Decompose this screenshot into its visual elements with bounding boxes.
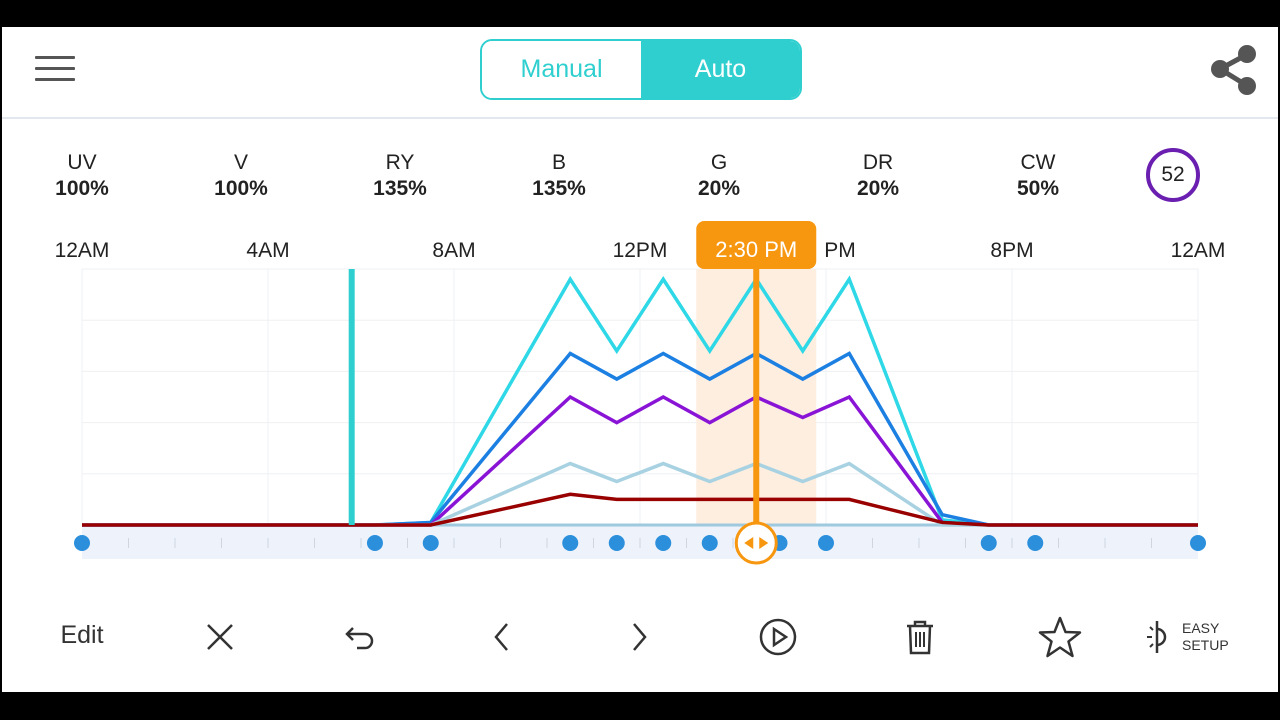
channel-uv[interactable]: UV 100%: [32, 151, 132, 201]
channel-name: V: [233, 151, 248, 174]
schedule-keypoint[interactable]: [701, 535, 718, 551]
schedule-keypoint[interactable]: [1027, 535, 1044, 551]
easy-setup-label-line1: EASY: [1182, 620, 1220, 636]
channel-value: 100%: [55, 177, 109, 200]
channel-g[interactable]: G 20%: [669, 151, 769, 201]
channel-name: UV: [67, 151, 97, 174]
cursor-drag-handle[interactable]: [734, 521, 778, 565]
channel-name: RY: [385, 151, 415, 174]
favorite-star-icon[interactable]: [1036, 613, 1084, 661]
channel-value: 135%: [532, 177, 586, 200]
top-bar: Manual Auto: [2, 27, 1278, 119]
hamburger-menu-icon[interactable]: [35, 56, 75, 84]
easy-setup-label-line2: SETUP: [1182, 637, 1229, 653]
channel-value: 135%: [373, 177, 427, 200]
manual-mode-button[interactable]: Manual: [482, 41, 641, 98]
schedule-keypoint[interactable]: [1190, 535, 1206, 551]
series-line-2: [82, 351, 1198, 527]
time-axis-label: PM: [824, 239, 856, 262]
delete-icon[interactable]: [898, 615, 942, 659]
schedule-keypoint[interactable]: [608, 535, 625, 551]
time-axis-label: 8PM: [990, 239, 1033, 262]
channel-value: 50%: [1016, 177, 1060, 200]
time-cursor-label: 2:30 PM: [715, 237, 797, 262]
channel-v[interactable]: V 100%: [191, 151, 291, 201]
bottom-toolbar: Edit EASY SETUP: [2, 607, 1278, 667]
time-cursor-box[interactable]: [696, 221, 817, 269]
channel-summary: UV 100% V 100% RY 135% B 135% G 20% DR 20% CW 5…: [2, 151, 1278, 211]
time-axis-label: 12AM: [55, 239, 110, 262]
schedule-keypoint[interactable]: [366, 535, 383, 551]
time-axis-label: 8AM: [432, 239, 475, 262]
time-axis-label: 12AM: [1171, 239, 1226, 262]
previous-icon[interactable]: [482, 617, 522, 657]
channel-name: G: [710, 151, 728, 174]
drag-right-arrow-icon: [759, 537, 769, 549]
share-icon[interactable]: [1206, 41, 1262, 97]
schedule-keypoint[interactable]: [562, 535, 579, 551]
channel-value: 20%: [697, 177, 741, 200]
play-icon[interactable]: [756, 615, 800, 659]
channel-dr[interactable]: DR 20%: [828, 151, 928, 201]
channel-cw[interactable]: CW 50%: [988, 151, 1088, 201]
schedule-keypoint[interactable]: [74, 535, 90, 551]
intensity-badge[interactable]: 52: [1146, 148, 1200, 202]
channel-b[interactable]: B 135%: [509, 151, 609, 201]
easy-setup-button[interactable]: EASY SETUP: [1182, 617, 1242, 657]
schedule-keypoint[interactable]: [422, 535, 439, 551]
schedule-keypoint[interactable]: [655, 535, 672, 551]
schedule-keypoint[interactable]: [980, 535, 997, 551]
close-icon[interactable]: [200, 617, 240, 657]
mode-toggle[interactable]: Manual Auto: [480, 39, 802, 100]
channel-name: DR: [862, 151, 894, 174]
series-line-5: [82, 492, 1198, 527]
channel-value: 100%: [214, 177, 268, 200]
app-window: Manual Auto UV 100% V 100% RY 135% B 135% G 2…: [2, 27, 1278, 692]
channel-name: B: [551, 151, 566, 174]
time-axis-label: 12PM: [613, 239, 668, 262]
next-icon[interactable]: [619, 617, 659, 657]
auto-mode-button[interactable]: Auto: [641, 41, 800, 98]
schedule-keypoint[interactable]: [818, 535, 834, 551]
schedule-chart[interactable]: 12AM 4AM 8AM 12PM PM 8PM 12AM 2:30 PM: [2, 27, 1278, 607]
channel-ry[interactable]: RY 135%: [350, 151, 450, 201]
channel-name: CW: [1020, 151, 1056, 174]
edit-button[interactable]: Edit: [60, 620, 104, 649]
easy-setup-icon[interactable]: [1142, 615, 1172, 659]
channel-value: 20%: [856, 177, 900, 200]
time-axis-label: 4AM: [246, 239, 289, 262]
drag-left-arrow-icon: [744, 537, 754, 549]
undo-icon[interactable]: [340, 617, 380, 657]
